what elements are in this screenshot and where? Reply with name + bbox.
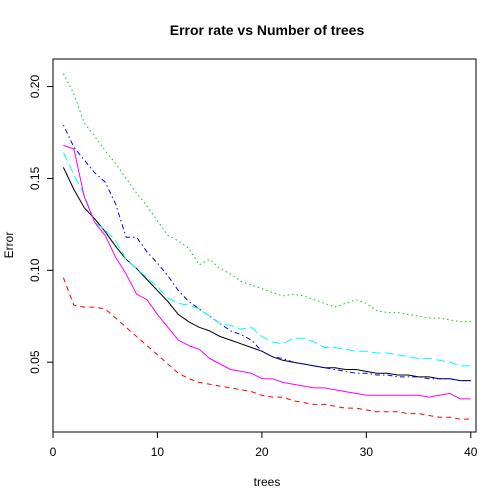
x-tick-label: 20 (255, 445, 269, 459)
y-axis-label: Error (2, 232, 16, 259)
x-tick-label: 30 (360, 445, 374, 459)
series-layer (62, 73, 471, 420)
series-line-6 (63, 144, 471, 400)
series-line-1 (62, 167, 471, 382)
series-line-4 (62, 124, 471, 382)
y-axis: 0.05 0.10 0.15 0.20 (28, 75, 54, 374)
series-line-3 (62, 73, 471, 323)
x-axis: 0 10 20 30 40 (50, 431, 478, 459)
y-tick-label: 0.05 (28, 350, 42, 374)
series-line-2 (62, 277, 471, 420)
series-line-5 (62, 152, 471, 367)
x-tick-label: 10 (151, 445, 165, 459)
x-tick-label: 0 (50, 445, 57, 459)
x-axis-label: trees (254, 475, 281, 489)
y-tick-label: 0.20 (28, 75, 42, 99)
y-tick-label: 0.15 (28, 166, 42, 190)
y-tick-label: 0.10 (28, 258, 42, 282)
x-tick-label: 40 (464, 445, 478, 459)
chart-title: Error rate vs Number of trees (170, 22, 365, 38)
